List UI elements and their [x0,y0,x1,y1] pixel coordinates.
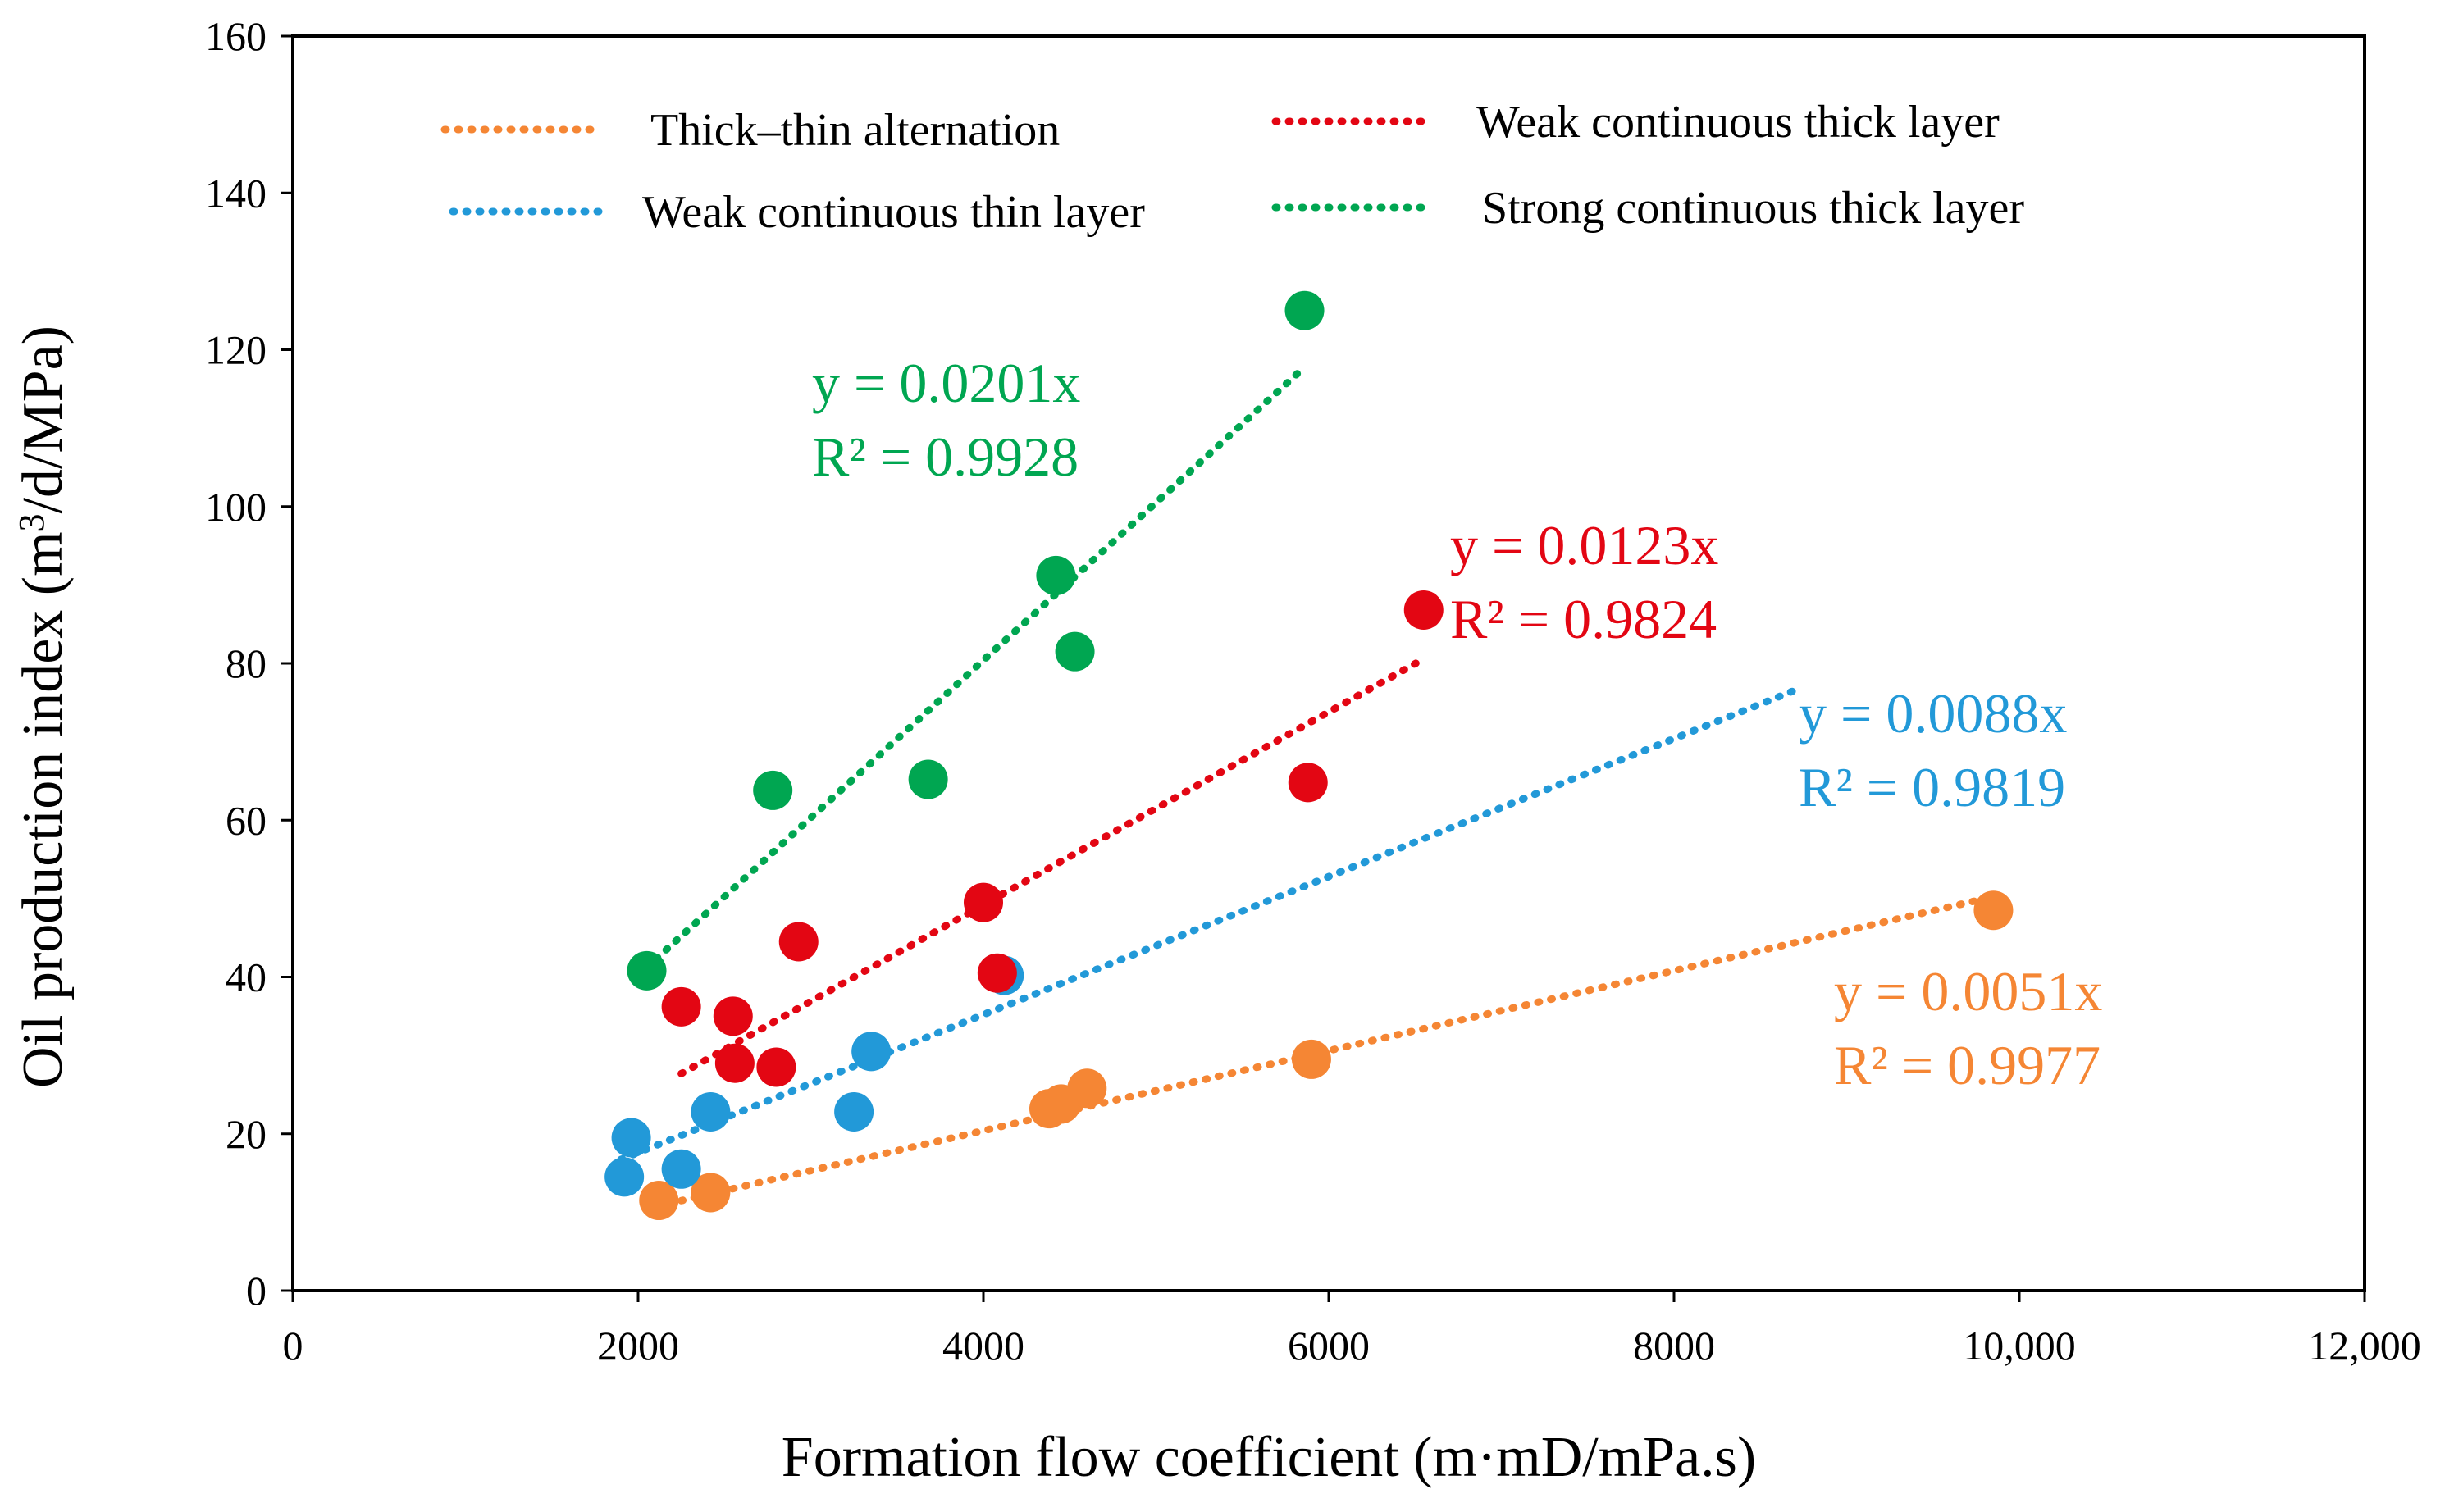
legend: Thick–thin alternation Weak continuous th… [440,97,2024,238]
data-point [834,1091,874,1132]
x-tick-label: 0 [283,1323,303,1369]
data-point [627,950,667,991]
trendline-equation: y = 0.0088x [1799,682,2067,745]
y-tick-label: 40 [226,954,267,1000]
legend-label: Weak continuous thick layer [1476,97,2000,148]
data-point [611,1118,651,1158]
legend-item: Thick–thin alternation [440,105,1060,156]
trendline [677,655,1428,1077]
trendline-r-squared: R² = 0.9824 [1450,588,1717,650]
trendline [677,893,1997,1205]
x-axis-title: Formation flow coefficient (m·mD/mPa.s) [782,1426,1756,1489]
data-point [1055,631,1095,672]
data-point [691,1091,731,1132]
x-tick-label: 10,000 [1963,1323,2076,1369]
y-tick-label: 120 [205,327,267,373]
data-point [691,1173,731,1213]
data-point [1403,590,1444,630]
y-axis-title-superscript: 3 [11,513,52,531]
data-point [908,759,948,799]
data-point [661,986,701,1027]
data-point [714,1043,755,1083]
y-tick-label: 0 [246,1268,267,1314]
x-tick-label: 8000 [1633,1323,1715,1369]
data-point [661,1149,701,1189]
y-tick-label: 60 [226,797,267,843]
data-point [753,770,793,810]
legend-item: Weak continuous thick layer [1271,97,2000,148]
x-tick-label: 4000 [942,1323,1024,1369]
legend-label: Weak continuous thin layer [642,187,1145,238]
trendline-equation: y = 0.0201x [812,352,1080,414]
y-tick-label: 100 [205,484,267,530]
data-point [604,1157,645,1197]
data-point [1067,1068,1107,1109]
data-point [1288,763,1328,803]
data-point [964,882,1003,922]
data-point [756,1047,796,1087]
data-point [778,922,819,962]
trendline [643,363,1309,972]
x-tick-label: 6000 [1288,1323,1370,1369]
trendline-layer [617,363,1997,1205]
point-layer [604,290,2014,1221]
y-tick-label: 160 [205,13,267,59]
data-point [1291,1039,1331,1079]
trendline-r-squared: R² = 0.9819 [1799,756,2065,818]
equation-label-layer: y = 0.0051x R² = 0.9977 y = 0.0088x R² = 0.… [812,352,2102,1096]
y-axis-title: Oil production index (m3/d/MPa) [11,326,75,1088]
y-tick-label: 20 [226,1111,267,1157]
data-point [1973,890,2014,931]
data-point [977,953,1017,993]
data-point [639,1181,679,1221]
legend-label: Strong continuous thick layer [1482,183,2024,234]
x-tick-label: 12,000 [2308,1323,2421,1369]
data-point [1284,290,1325,330]
axes-layer: 0 2000 4000 6000 8000 10,000 12,000 0 20 40 60 80 10… [205,13,2421,1369]
y-axis-title-prefix: Oil production index (m [11,531,75,1088]
y-tick-label: 80 [226,640,267,686]
legend-label: Thick–thin alternation [650,105,1060,156]
y-axis-title-suffix: /d/MPa) [11,326,75,513]
data-point [1036,555,1076,595]
trendline-r-squared: R² = 0.9928 [812,426,1079,488]
legend-item: Strong continuous thick layer [1271,183,2024,234]
trendline-r-squared: R² = 0.9977 [1834,1034,2101,1096]
trendline-equation: y = 0.0123x [1450,514,1718,576]
data-point [713,996,753,1036]
trendline [617,686,1799,1164]
trendline-equation: y = 0.0051x [1834,960,2102,1022]
data-point [851,1032,892,1072]
y-tick-label: 140 [205,170,267,216]
x-tick-label: 2000 [597,1323,679,1369]
legend-item: Weak continuous thin layer [449,187,1145,238]
